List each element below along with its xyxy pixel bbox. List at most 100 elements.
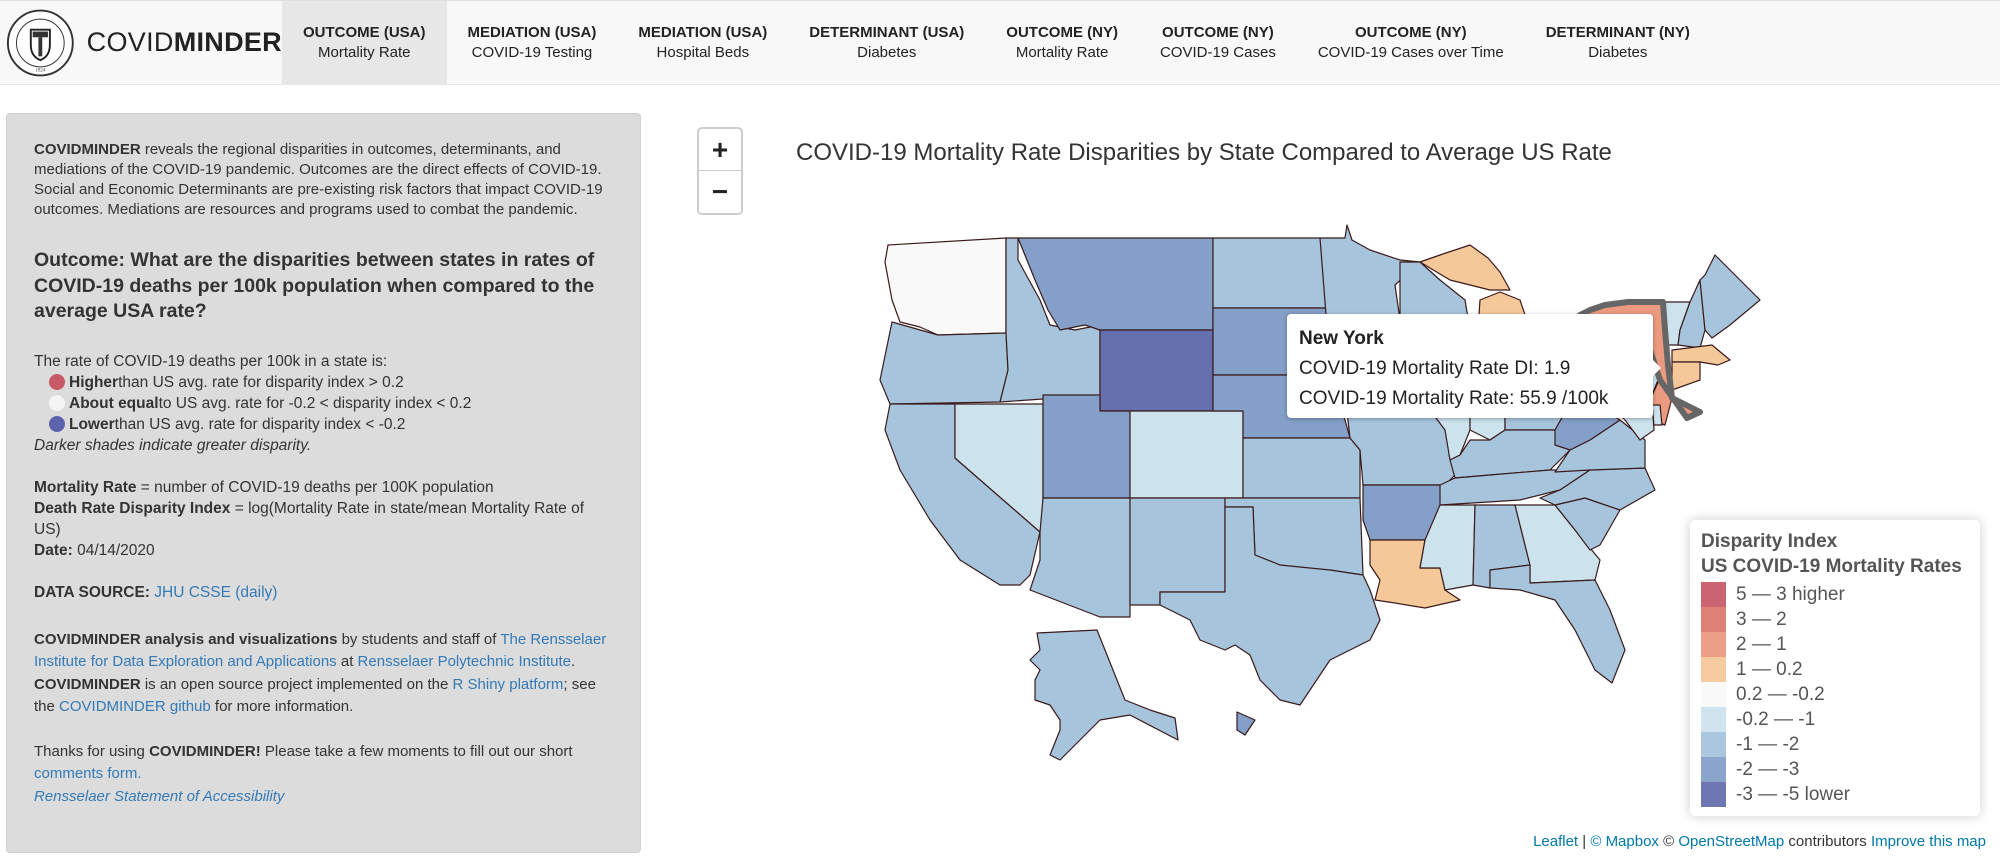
nav-tab-category: OUTCOME (NY) (1006, 23, 1118, 41)
state-nm[interactable] (1129, 497, 1226, 606)
accessibility-link[interactable]: Rensselaer Statement of Accessibility (34, 787, 285, 805)
legend-swatch (1701, 607, 1726, 632)
legend-swatch (1701, 732, 1726, 757)
idea-link[interactable]: The Rensselaer Institute for Data Explor… (34, 630, 607, 671)
nav-tab-label: Mortality Rate (317, 43, 411, 61)
legend-row: -1 — -2 (1701, 732, 1969, 757)
comments-form-link[interactable]: comments form. (34, 765, 142, 782)
thanks-text: Thanks for using COVIDMINDER! Please tak… (34, 742, 573, 783)
github-link[interactable]: COVIDMINDER github (59, 698, 211, 715)
legend-label: -3 — -5 lower (1736, 783, 1851, 805)
nav-tab-label: COVID-19 Testing (471, 43, 593, 61)
nav-tab-6[interactable]: OUTCOME (NY) COVID-19 Cases over Time (1297, 1, 1525, 84)
nav-tab-label: COVID-19 Cases over Time (1317, 43, 1504, 61)
state-mi-up[interactable] (1419, 244, 1511, 291)
brand-title: COVIDMINDER (86, 27, 282, 57)
rpi-seal-logo: 1824 (6, 9, 74, 76)
legend-label: -0.2 — -1 (1736, 708, 1816, 730)
rate-intro: The rate of COVID-19 deaths per 100k in … (34, 352, 388, 370)
legend-title: Disparity Index (1701, 531, 1838, 552)
state-ks[interactable] (1242, 437, 1361, 499)
state-tx[interactable] (1159, 506, 1381, 706)
nav-tab-category: DETERMINANT (NY) (1545, 23, 1690, 41)
legend-label: -2 — -3 (1736, 758, 1800, 780)
legend-swatch (1701, 632, 1726, 657)
jhu-csse-link[interactable]: JHU CSSE (daily) (154, 583, 278, 601)
legend-label: 1 — 0.2 (1736, 658, 1803, 680)
nav-tab-0[interactable]: OUTCOME (USA) Mortality Rate (282, 1, 447, 84)
nav-tab-category: MEDIATION (USA) (467, 23, 597, 41)
state-hi[interactable] (1236, 711, 1256, 736)
r-shiny-link[interactable]: R Shiny platform (452, 675, 564, 693)
legend-swatch (1701, 707, 1726, 732)
svg-text:1824: 1824 (36, 68, 46, 73)
state-tooltip: New York COVID-19 Mortality Rate DI: 1.9… (1287, 314, 1661, 418)
legend-label: 5 — 3 higher (1736, 583, 1845, 605)
nav-tabs: OUTCOME (USA) Mortality Rate MEDIATION (US… (282, 1, 1711, 84)
rpi-link[interactable]: Rensselaer Polytechnic Institute (357, 653, 571, 670)
nav-tab-label: COVID-19 Cases (1159, 43, 1276, 61)
legend-row: 0.2 — -0.2 (1701, 682, 1969, 707)
state-ut[interactable] (1042, 394, 1131, 499)
state-fl[interactable] (1489, 564, 1626, 684)
mapbox-link[interactable]: © Mapbox (1590, 833, 1659, 850)
dri-definition: Death Rate Disparity Index = log(Mortali… (34, 499, 585, 538)
category-dot-icon (49, 416, 65, 432)
state-co[interactable] (1129, 410, 1244, 499)
state-az[interactable] (1029, 497, 1131, 618)
nav-tab-3[interactable]: DETERMINANT (USA) Diabetes (788, 1, 985, 84)
navbar: 1824 COVIDMINDER OUTCOME (USA) Mortality … (0, 0, 2000, 85)
nav-tab-category: OUTCOME (NY) (1354, 23, 1467, 41)
map-attribution: Leaflet | © Mapbox © OpenStreetMap contr… (1533, 833, 1986, 850)
data-source: DATA SOURCE: JHU CSSE (daily) (34, 583, 278, 601)
category-item: Higher than US avg. rate for disparity i… (34, 372, 613, 393)
legend-swatch (1701, 782, 1726, 807)
credits-text: COVIDMINDER analysis and visualizations … (34, 630, 607, 716)
state-nd[interactable] (1212, 237, 1329, 309)
legend-row: -2 — -3 (1701, 757, 1969, 782)
state-ct[interactable] (1671, 361, 1701, 391)
nav-tab-category: MEDIATION (USA) (638, 23, 768, 41)
improve-map-link[interactable]: Improve this map (1870, 833, 1986, 850)
zoom-control: + − (697, 127, 743, 215)
sidebar-panel: COVIDMINDER reveals the regional dispari… (6, 113, 641, 853)
state-wa[interactable] (884, 237, 1007, 336)
brand[interactable]: 1824 COVIDMINDER (0, 1, 282, 84)
category-item: Lower than US avg. rate for disparity in… (34, 414, 613, 435)
category-dot-icon (49, 374, 65, 390)
osm-link[interactable]: OpenStreetMap (1678, 833, 1785, 850)
nav-tab-7[interactable]: DETERMINANT (NY) Diabetes (1525, 1, 1711, 84)
leaflet-link[interactable]: Leaflet (1533, 833, 1579, 850)
state-ms[interactable] (1419, 504, 1476, 591)
nav-tab-label: Hospital Beds (656, 43, 750, 61)
nav-tab-2[interactable]: MEDIATION (USA) Hospital Beds (617, 1, 788, 84)
state-or[interactable] (879, 321, 1009, 405)
mortality-definition: Mortality Rate = number of COVID-19 deat… (34, 478, 494, 496)
nav-tab-1[interactable]: MEDIATION (USA) COVID-19 Testing (447, 1, 618, 84)
nav-tab-4[interactable]: OUTCOME (NY) Mortality Rate (985, 1, 1139, 84)
zoom-out-button[interactable]: − (711, 176, 729, 207)
legend-label: 2 — 1 (1736, 633, 1787, 655)
state-me[interactable] (1699, 254, 1761, 339)
intro-text: COVIDMINDER reveals the regional dispari… (34, 141, 603, 218)
legend-label: -1 — -2 (1736, 733, 1800, 755)
nav-tab-category: OUTCOME (NY) (1162, 23, 1274, 41)
legend-row: 5 — 3 higher (1701, 582, 1969, 607)
tooltip-mortality-rate: COVID-19 Mortality Rate: 55.9 /100k (1299, 388, 1609, 409)
category-item: About equal to US avg. rate for -0.2 < d… (34, 393, 613, 414)
zoom-in-button[interactable]: + (699, 129, 741, 171)
legend-row: 2 — 1 (1701, 632, 1969, 657)
state-ak[interactable] (1029, 629, 1179, 761)
outcome-question: Outcome: What are the disparities betwee… (34, 249, 595, 322)
state-wy[interactable] (1099, 329, 1214, 412)
nav-tab-category: OUTCOME (USA) (303, 23, 426, 41)
state-mt[interactable] (1017, 237, 1214, 331)
nav-tab-label: Mortality Rate (1015, 43, 1109, 61)
darker-note: Darker shades indicate greater disparity… (34, 436, 312, 454)
legend-swatch (1701, 682, 1726, 707)
nav-tab-5[interactable]: OUTCOME (NY) COVID-19 Cases (1139, 1, 1297, 84)
state-id[interactable] (999, 237, 1101, 403)
nav-tab-label: Diabetes (1588, 43, 1648, 61)
legend-row: -0.2 — -1 (1701, 707, 1969, 732)
category-dot-icon (49, 395, 65, 411)
